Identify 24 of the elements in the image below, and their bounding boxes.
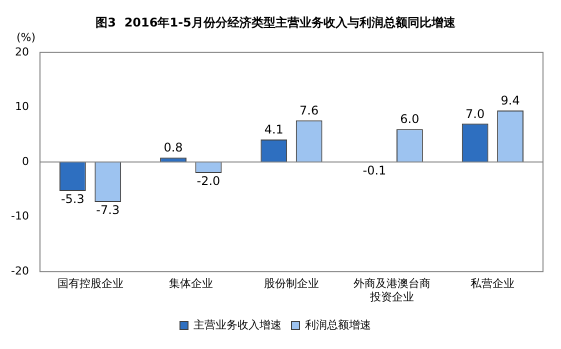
y-tick-label: -10 — [11, 210, 29, 223]
data-label: 7.6 — [300, 103, 319, 118]
data-label: 7.0 — [466, 106, 485, 121]
x-tick-label: 私营企业 — [470, 277, 515, 290]
y-tick-label: 0 — [22, 154, 29, 168]
y-tick-label: 20 — [14, 45, 29, 58]
data-label: -0.1 — [362, 164, 386, 178]
x-tick-label: 国有控股企业 — [57, 277, 124, 290]
data-label: 6.0 — [400, 112, 420, 126]
data-label: 4.1 — [264, 122, 284, 137]
x-tick-label: 股份制企业 — [264, 277, 319, 290]
chart-title: 图3 2016年1-5月份分经济类型主营业务收入与利润总额同比增速 — [96, 15, 456, 30]
data-label: -7.3 — [96, 203, 120, 218]
y-tick-label: 10 — [14, 100, 29, 114]
x-tick-label: 外商及港澳台商投资企业 — [354, 277, 431, 304]
legend-label: 利润总额增速 — [305, 318, 371, 332]
y-tick-label: -20 — [11, 264, 29, 278]
x-tick-label: 集体企业 — [168, 277, 213, 290]
y-axis-title: (%) — [16, 30, 36, 44]
legend-label: 主营业务收入增速 — [194, 318, 282, 332]
data-label: 9.4 — [500, 94, 520, 108]
data-label: 0.8 — [164, 140, 183, 155]
data-label: -2.0 — [196, 174, 220, 188]
data-label: -5.3 — [60, 192, 84, 206]
